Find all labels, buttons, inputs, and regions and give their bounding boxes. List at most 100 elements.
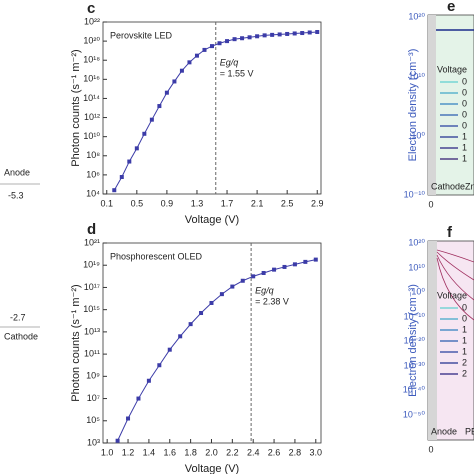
data-point [300, 31, 305, 36]
y-tick-label: 10⁵ [86, 415, 100, 425]
x-axis-label: Voltage (V) [185, 214, 239, 226]
x-tick-label: 0.5 [131, 198, 144, 208]
x-axis-label: Voltage (V) [185, 463, 239, 474]
data-point [187, 60, 192, 65]
data-point [210, 44, 214, 49]
panel-label: c [87, 0, 95, 17]
y-axis-label: Photon counts (s⁻¹ m⁻²) [70, 49, 82, 166]
y-tick-label: 10²¹ [84, 237, 100, 247]
data-point [255, 34, 260, 39]
legend-entry: 1 [462, 142, 467, 152]
data-point [247, 35, 252, 40]
annotation: Eg/q [220, 58, 239, 68]
data-point [149, 117, 154, 122]
left-value: -2.7 [10, 312, 26, 322]
legend-entry: 1 [462, 346, 467, 356]
legend-entry: 0 [462, 120, 467, 130]
data-point [126, 416, 131, 421]
left-label: Cathode [4, 331, 38, 341]
y-tick-label: 10⁻⁵⁰ [403, 409, 425, 419]
data-point [292, 31, 297, 36]
data-point [285, 31, 290, 36]
legend-entry: 1 [462, 324, 467, 334]
data-point [225, 39, 230, 44]
panel-label: e [447, 0, 455, 15]
data-point [315, 29, 320, 34]
y-tick-label: 10⁷ [87, 393, 100, 403]
data-point [119, 175, 124, 180]
x-tick-label: 1.2 [122, 447, 135, 457]
y-axis-label: Electron density (cm⁻³) [407, 49, 419, 162]
data-point [292, 262, 297, 267]
y-tick-label: 10⁻²⁰ [404, 335, 426, 345]
x-tick-label: 2.9 [311, 198, 324, 208]
data-point [270, 32, 275, 37]
y-axis-label: Electron density (cm⁻³) [407, 284, 419, 397]
plot-frame [102, 242, 322, 444]
data-point [240, 36, 245, 41]
annotation: Phosphorescent OLED [110, 251, 203, 261]
data-point [146, 378, 151, 383]
y-tick-label: 10²⁰ [408, 11, 425, 21]
annotation: Eg/q [255, 285, 274, 295]
data-point [313, 257, 318, 262]
y-tick-label: 10⁻¹⁰ [404, 189, 426, 199]
x-tick-label: 2.1 [251, 198, 264, 208]
data-point [230, 284, 235, 289]
x-tick-label: 1.8 [184, 447, 197, 457]
y-tick-label: 10⁻³⁰ [404, 360, 426, 370]
y-tick-label: 10⁸ [86, 150, 100, 160]
series-line [117, 259, 316, 441]
x-tick-label: 0 [428, 444, 433, 454]
y-tick-label: 10¹² [84, 112, 100, 122]
y-tick-label: 10¹⁵ [83, 304, 100, 314]
y-tick-label: 10⁰ [411, 130, 425, 140]
data-point [272, 267, 277, 272]
x-tick-label: 3.0 [310, 447, 323, 457]
y-tick-label: 10¹⁹ [83, 260, 100, 270]
legend-entry: 0 [462, 302, 467, 312]
region-shade [428, 241, 437, 440]
region-label: Zn [465, 181, 474, 191]
legend-entry: 0 [462, 87, 467, 97]
legend-entry: 1 [462, 153, 467, 163]
data-point [127, 159, 132, 164]
panel-label: f [447, 224, 453, 241]
data-point [136, 396, 141, 401]
data-point [199, 311, 204, 316]
y-tick-label: 10⁻⁴⁰ [403, 384, 426, 394]
data-point [178, 334, 183, 339]
y-tick-label: 10⁴ [86, 188, 100, 198]
data-point [112, 188, 117, 193]
data-point [194, 53, 199, 58]
data-point [164, 90, 169, 95]
x-tick-label: 2.2 [226, 447, 239, 457]
legend-entry: 0 [462, 76, 467, 86]
data-point [307, 30, 312, 35]
y-tick-label: 10²² [84, 16, 100, 26]
x-tick-label: 0.9 [161, 198, 174, 208]
data-point [209, 300, 214, 305]
x-tick-label: 1.7 [221, 198, 234, 208]
region-shade [428, 15, 436, 195]
legend-entry: 0 [462, 98, 467, 108]
legend-title: Voltage [437, 290, 467, 300]
data-point [167, 347, 172, 352]
y-tick-label: 10¹³ [84, 326, 100, 336]
y-tick-label: 10¹⁰ [408, 71, 425, 81]
x-tick-label: 0.1 [101, 198, 114, 208]
data-point [277, 32, 282, 37]
data-point [157, 363, 162, 368]
data-point [217, 41, 222, 46]
data-point [134, 146, 139, 151]
y-tick-label: 10³ [87, 437, 100, 447]
x-tick-label: 2.8 [289, 447, 302, 457]
x-tick-label: 1.6 [163, 447, 176, 457]
region-label: PEDO [465, 426, 474, 436]
left-value: -5.3 [8, 190, 24, 200]
panel-label: d [87, 221, 96, 238]
y-tick-label: 10¹⁸ [83, 55, 100, 65]
y-tick-label: 10¹⁰ [408, 262, 425, 272]
x-tick-label: 1.3 [191, 198, 204, 208]
y-tick-label: 10¹⁷ [84, 282, 100, 292]
